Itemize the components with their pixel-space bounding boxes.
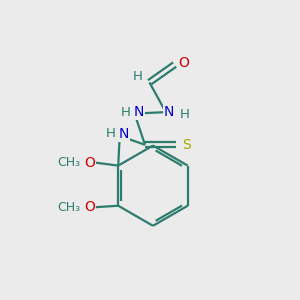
Text: H: H: [121, 106, 130, 118]
Text: O: O: [85, 156, 95, 170]
Text: H: H: [133, 70, 143, 83]
Text: O: O: [178, 56, 189, 70]
Text: S: S: [182, 138, 191, 152]
Text: H: H: [105, 127, 115, 140]
Text: N: N: [119, 128, 129, 141]
Text: CH₃: CH₃: [57, 201, 80, 214]
Text: N: N: [164, 105, 174, 119]
Text: O: O: [85, 200, 95, 214]
Text: CH₃: CH₃: [57, 156, 80, 169]
Text: H: H: [179, 108, 189, 121]
Text: N: N: [134, 105, 144, 119]
